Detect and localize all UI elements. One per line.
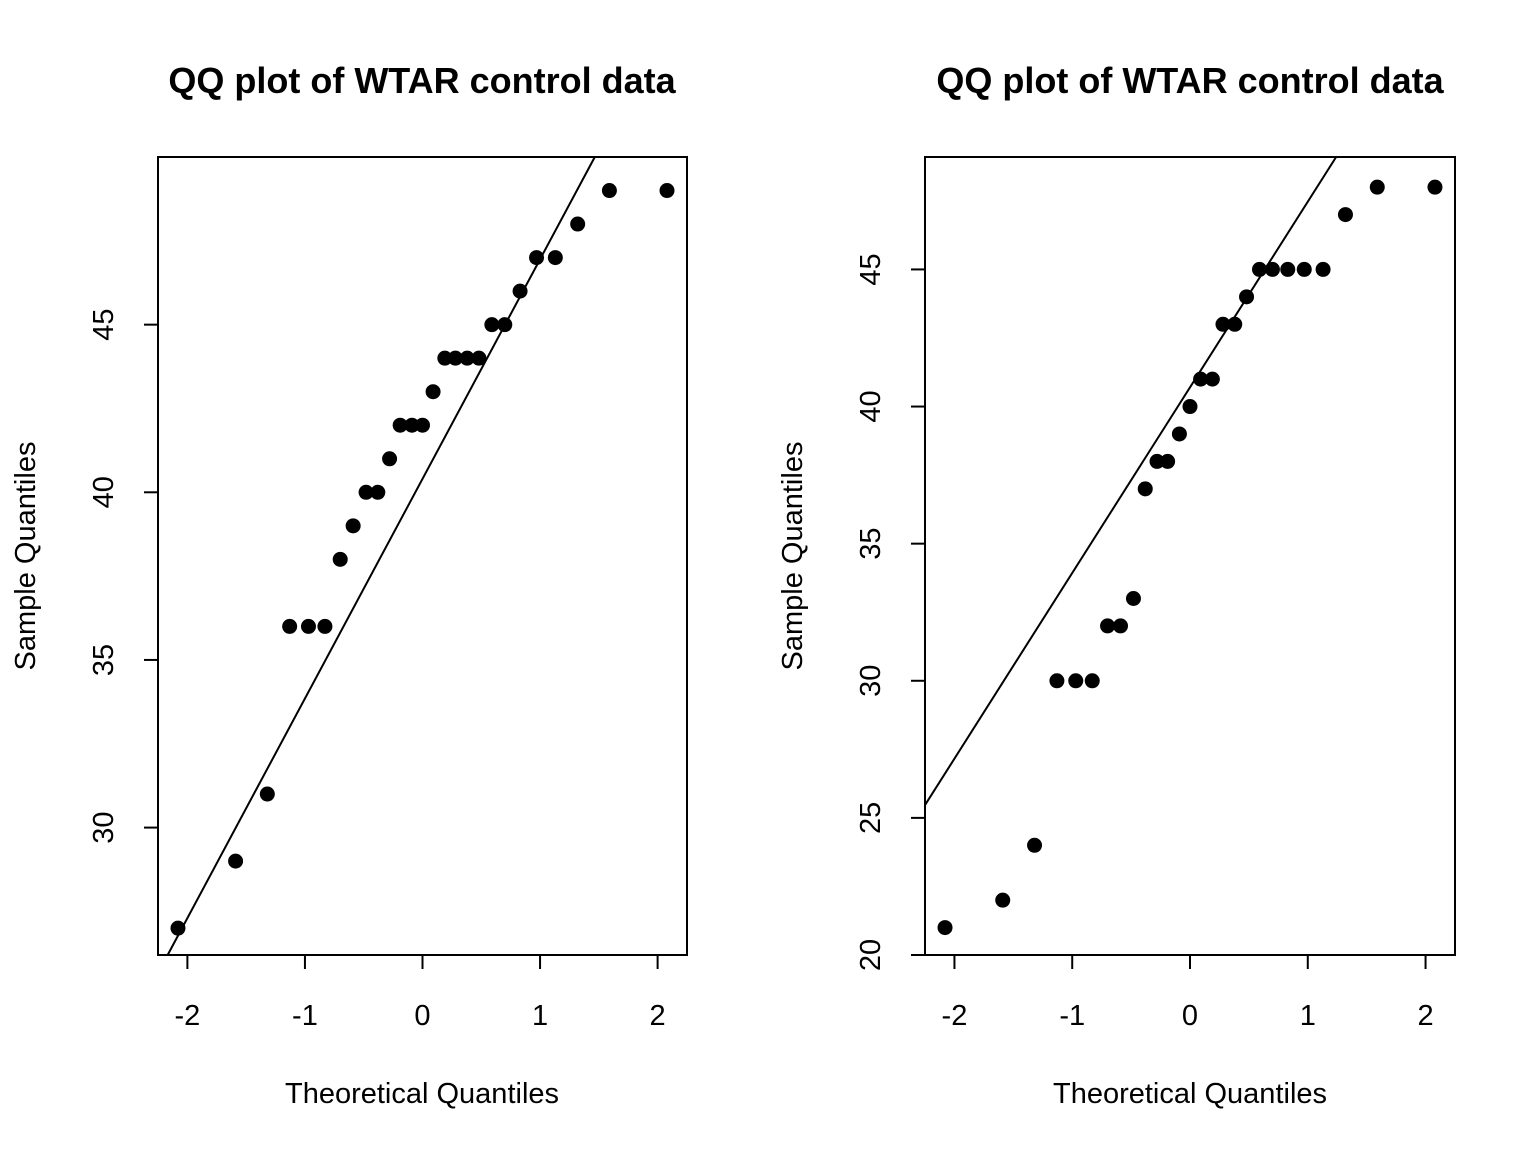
- data-point: [300, 618, 316, 634]
- data-point: [1125, 591, 1141, 607]
- data-point: [547, 250, 563, 266]
- y-tick-label: 35: [88, 644, 120, 676]
- data-point: [404, 417, 420, 433]
- y-tick-label: 20: [855, 939, 887, 971]
- data-point: [1149, 453, 1165, 469]
- data-point: [570, 216, 586, 232]
- y-axis-label: Sample Quantiles: [777, 442, 809, 671]
- data-point: [995, 892, 1011, 908]
- data-point: [1137, 481, 1153, 497]
- x-tick-label: -2: [942, 1000, 968, 1032]
- data-point: [437, 350, 453, 366]
- y-tick-label: 30: [855, 665, 887, 697]
- data-point: [1193, 371, 1209, 387]
- data-point: [1227, 316, 1243, 332]
- data-point: [259, 786, 275, 802]
- data-point: [1027, 837, 1043, 853]
- data-point: [484, 317, 500, 333]
- x-tick-label: 1: [1300, 1000, 1316, 1032]
- x-tick-label: 2: [1417, 1000, 1433, 1032]
- data-point: [392, 417, 408, 433]
- data-point: [1049, 673, 1065, 689]
- plot-marks: -2 -1 0 1 2 20 25 30 35 40 45: [855, 156, 1443, 1032]
- data-point: [425, 384, 441, 400]
- x-tick-label: -1: [292, 1000, 318, 1032]
- y-tick-label: 40: [88, 476, 120, 508]
- y-axis-label: Sample Quantiles: [10, 442, 42, 671]
- x-tick-label: 0: [414, 1000, 430, 1032]
- data-point: [497, 317, 513, 333]
- x-tick-label: -2: [174, 1000, 200, 1032]
- x-axis-label: Theoretical Quantiles: [285, 1078, 559, 1110]
- data-point: [512, 283, 528, 299]
- data-point: [1068, 673, 1084, 689]
- data-point: [601, 183, 617, 199]
- data-point: [1160, 453, 1176, 469]
- data-point: [170, 920, 186, 936]
- y-tick-label: 45: [855, 253, 887, 285]
- y-tick-label: 30: [88, 811, 120, 843]
- data-point: [1337, 207, 1353, 223]
- data-point: [1239, 289, 1255, 305]
- data-point: [1280, 261, 1296, 277]
- data-point: [1182, 399, 1198, 415]
- data-point: [529, 250, 545, 266]
- qq-reference-line: [166, 156, 596, 956]
- data-point: [332, 551, 348, 567]
- data-point: [1113, 618, 1129, 634]
- data-point: [345, 518, 361, 534]
- data-point: [1215, 316, 1231, 332]
- x-tick-label: 1: [532, 1000, 548, 1032]
- x-tick-label: -1: [1059, 1000, 1085, 1032]
- plot-title: QQ plot of WTAR control data: [936, 60, 1444, 101]
- data-point: [447, 350, 463, 366]
- data-point: [1084, 673, 1100, 689]
- y-tick-label: 25: [855, 802, 887, 834]
- plot-frame: [157, 156, 688, 956]
- data-point: [228, 853, 244, 869]
- data-point: [1369, 179, 1385, 195]
- plot-marks: -2 -1 0 1 2 30 35 40 45: [88, 156, 675, 1032]
- x-axis-label: Theoretical Quantiles: [1053, 1078, 1327, 1110]
- data-point: [1264, 261, 1280, 277]
- data-point: [370, 484, 386, 500]
- data-point: [659, 183, 675, 199]
- data-point: [282, 618, 298, 634]
- data-point: [1204, 371, 1220, 387]
- plot-title: QQ plot of WTAR control data: [168, 60, 676, 101]
- data-point: [1315, 261, 1331, 277]
- plot-frame: [924, 156, 1456, 956]
- data-point: [459, 350, 475, 366]
- data-point: [415, 417, 430, 433]
- data-point: [358, 484, 374, 500]
- data-point: [1171, 426, 1187, 442]
- data-point: [1100, 618, 1116, 634]
- x-tick-label: 2: [650, 1000, 666, 1032]
- data-point: [937, 920, 953, 936]
- data-point: [1427, 179, 1443, 195]
- qq-reference-line: [924, 156, 1337, 806]
- x-tick-label: 0: [1182, 1000, 1198, 1032]
- data-point: [382, 451, 398, 467]
- y-tick-label: 35: [855, 528, 887, 560]
- data-point: [471, 350, 487, 366]
- data-point: [1251, 261, 1267, 277]
- qq-plot-panel-right: QQ plot of WTAR control data Theoretical…: [777, 60, 1456, 1110]
- y-tick-label: 45: [88, 309, 120, 341]
- y-tick-label: 40: [855, 390, 887, 422]
- data-point: [1296, 261, 1312, 277]
- qq-plot-panel-left: QQ plot of WTAR control data Theoretical…: [10, 60, 688, 1110]
- data-point: [317, 618, 333, 634]
